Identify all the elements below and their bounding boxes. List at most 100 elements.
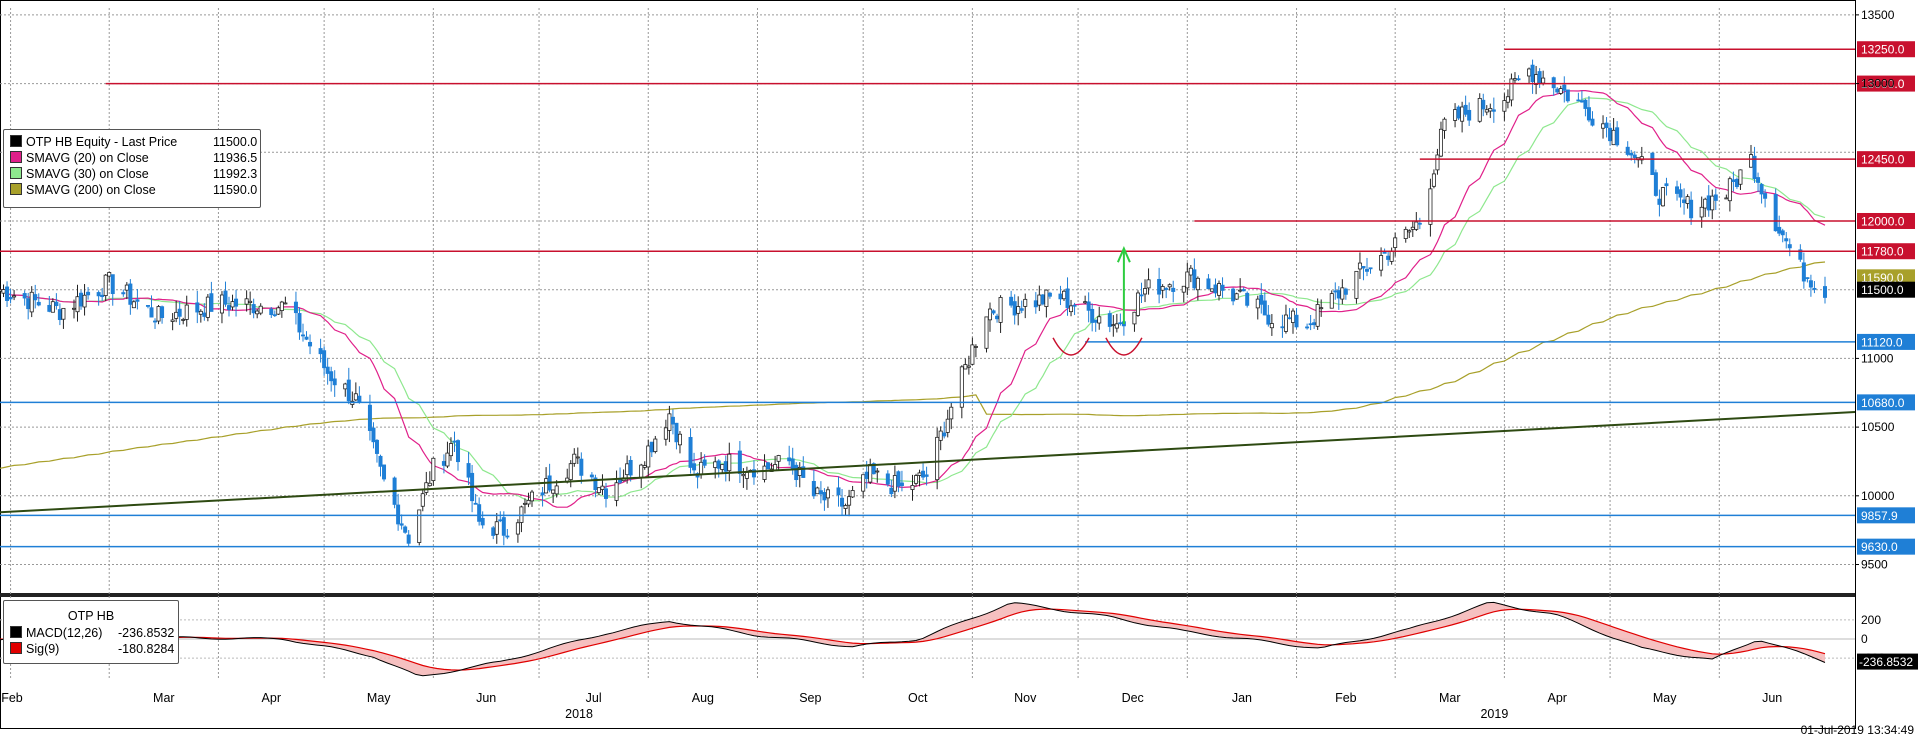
candle-body <box>1502 100 1507 112</box>
candle-body <box>1801 262 1806 282</box>
candle-body <box>688 436 693 468</box>
candle-body <box>1280 326 1285 329</box>
y-tick-label: 10000 <box>1861 489 1895 503</box>
candle-body <box>1336 290 1341 299</box>
candle-body <box>79 292 84 307</box>
candle-body <box>776 455 781 462</box>
green-arrow-head <box>1116 245 1131 263</box>
candle-body <box>441 461 446 466</box>
candle-body <box>1135 292 1140 316</box>
candle-body <box>1583 99 1588 109</box>
candle-body <box>272 314 277 317</box>
candle-body <box>1798 249 1803 260</box>
candle-body <box>868 464 873 483</box>
candle-body <box>1139 294 1144 297</box>
candle-body <box>1220 284 1225 291</box>
candle-body <box>843 505 848 509</box>
candle-body <box>1773 194 1778 232</box>
candle-body <box>86 291 91 296</box>
candle-body <box>1703 198 1708 209</box>
candle-body <box>1361 266 1366 269</box>
candle-body <box>677 433 682 446</box>
candle-body <box>1160 286 1165 291</box>
candle-body <box>921 470 926 478</box>
candle-body <box>318 348 323 355</box>
candle-body <box>1090 308 1095 323</box>
level-label-bg <box>1857 75 1915 92</box>
candle-body <box>1632 154 1637 158</box>
level-label: 10680.0 <box>1861 396 1905 410</box>
macd-y-tick-label: 0 <box>1861 632 1868 646</box>
candle-body <box>1072 304 1077 307</box>
candle-body <box>491 527 496 536</box>
candle-body <box>551 489 556 494</box>
candle-body <box>371 427 376 443</box>
candle-body <box>988 308 993 321</box>
candle-body <box>1780 230 1785 236</box>
candle-body <box>100 294 105 298</box>
candle-body <box>82 294 87 308</box>
candle-body <box>766 462 771 470</box>
candle-body <box>1044 289 1049 307</box>
candle-body <box>593 477 598 491</box>
candle-body <box>1181 285 1186 293</box>
candle-body <box>131 301 136 309</box>
candle-body <box>1784 238 1789 242</box>
candle-body <box>322 350 327 369</box>
candle-body <box>403 526 408 533</box>
candle-body <box>579 458 584 476</box>
candle-body <box>818 490 823 495</box>
candle-body <box>1625 146 1630 155</box>
candle-body <box>71 307 76 310</box>
candle-body <box>1481 99 1486 110</box>
candle-body <box>149 307 154 318</box>
candle-body <box>628 459 633 476</box>
candle-body <box>1530 64 1535 83</box>
candle-body <box>815 487 820 495</box>
candle-body <box>332 378 337 386</box>
candle-body <box>1012 301 1017 316</box>
macd-last-label: -236.8532 <box>1859 655 1913 669</box>
candle-body <box>1467 109 1472 121</box>
candle-body <box>1319 307 1324 310</box>
x-tick-label: Oct <box>908 691 928 705</box>
candle-body <box>737 450 742 474</box>
y-tick-label: 9500 <box>1861 558 1888 572</box>
candle-body <box>121 292 126 295</box>
candle-body <box>1065 288 1070 308</box>
candle-body <box>1558 88 1563 94</box>
candle-body <box>720 464 725 470</box>
price-label: 11500.0 <box>1861 283 1904 297</box>
candle-body <box>1505 96 1510 103</box>
candle-body <box>107 272 112 277</box>
legend-swatch <box>10 135 22 147</box>
timestamp: 01-Jul-2019 13:34:49 <box>1800 723 1914 737</box>
horizontal-levels <box>0 48 1856 548</box>
candle-body <box>1315 304 1320 327</box>
candle-body <box>8 296 13 300</box>
candle-body <box>1259 294 1264 305</box>
candle-body <box>1164 288 1169 290</box>
candle-body <box>984 316 989 349</box>
candle-body <box>1604 122 1609 128</box>
candle-body <box>5 286 10 301</box>
candle-body <box>787 457 792 462</box>
candle-body <box>1023 298 1028 307</box>
candle-body <box>1414 221 1419 230</box>
candle-body <box>1763 193 1768 199</box>
candle-body <box>396 504 401 525</box>
candle-body <box>540 492 545 496</box>
candle-body <box>716 460 721 469</box>
candle-body <box>50 301 55 313</box>
candle-body <box>477 504 482 522</box>
candle-body <box>343 383 348 390</box>
candle-body <box>917 472 922 476</box>
candle-body <box>103 274 108 296</box>
candle-body <box>910 485 915 490</box>
candle-body <box>1435 154 1440 171</box>
candle-body <box>329 371 334 382</box>
candle-body <box>998 297 1003 323</box>
candle-body <box>325 366 330 374</box>
candle-body <box>1650 152 1655 175</box>
candle-body <box>1516 78 1521 81</box>
